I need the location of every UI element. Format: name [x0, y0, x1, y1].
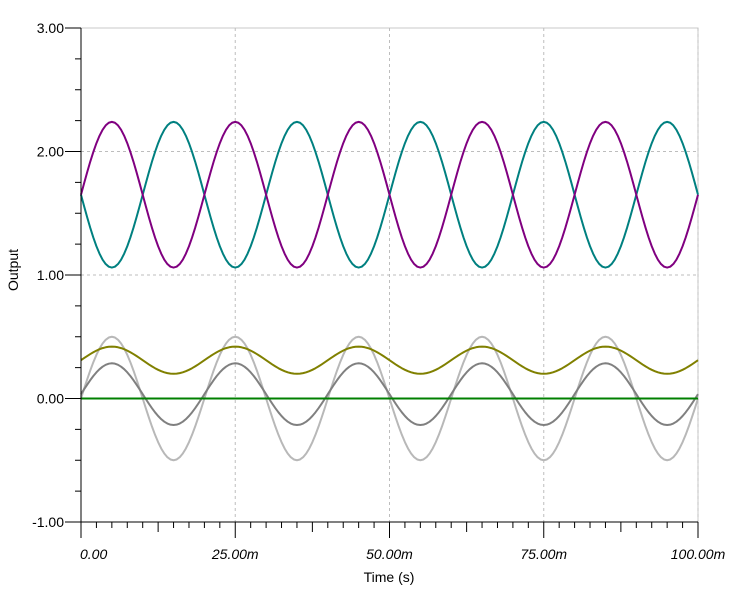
series-line-3 [80, 345, 699, 375]
x-tick-label: 100.00m [671, 546, 726, 562]
y-axis-label: Output [5, 249, 21, 291]
y-tick-label: 1.00 [37, 267, 64, 283]
x-tick-label: 25.00m [211, 546, 259, 562]
axes [65, 27, 699, 538]
series-line-6 [80, 120, 699, 269]
x-tick-label: 75.00m [520, 546, 567, 562]
grid [80, 27, 699, 523]
y-tick-label: 2.00 [37, 144, 64, 160]
series-line-2 [80, 362, 699, 427]
x-axis-label: Time (s) [364, 569, 415, 585]
tick-labels: -1.00 0.00 1.00 2.00 3.00 0.00 25.00m 50.00m 75.… [32, 20, 726, 562]
x-tick-label: 50.00m [366, 546, 413, 562]
x-tick-label: 0.00 [80, 546, 107, 562]
y-tick-label: 0.00 [37, 391, 64, 407]
series-lines [80, 120, 699, 462]
y-tick-label: -1.00 [32, 514, 64, 530]
y-tick-label: 3.00 [37, 20, 64, 36]
